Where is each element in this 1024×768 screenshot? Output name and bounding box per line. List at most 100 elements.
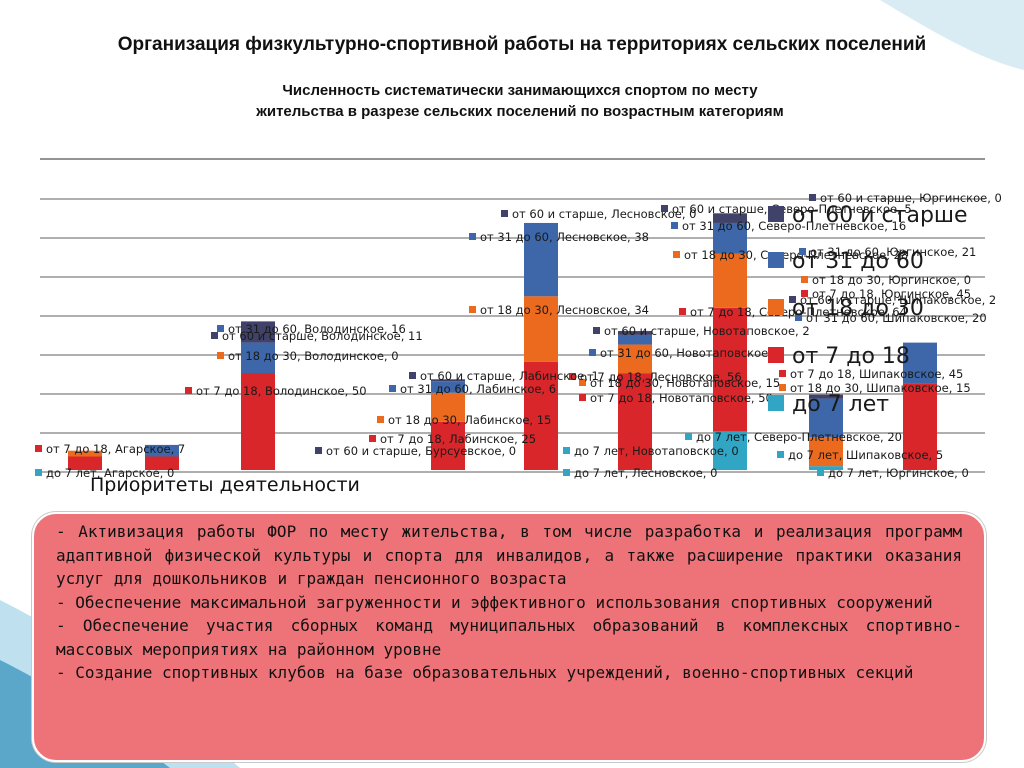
data-label: от 31 до 60, Северо-Плетневское, 16 xyxy=(682,219,906,233)
priority-item-1: - Активизация работы ФОР по месту житель… xyxy=(56,522,962,588)
label-key-swatch xyxy=(563,469,570,476)
data-label: от 60 и старше, Лесновское, 0 xyxy=(512,207,696,221)
subtitle-line-2: жительства в разрезе сельских поселений … xyxy=(256,103,784,120)
data-label: от 7 до 18, Агарское, 7 xyxy=(46,442,185,456)
data-label: от 7 до 18, Новотаповское, 50 xyxy=(590,391,773,405)
priorities-panel: - Активизация работы ФОР по месту житель… xyxy=(32,512,986,762)
label-key-swatch xyxy=(679,308,686,315)
label-key-swatch xyxy=(369,435,376,442)
label-key-swatch xyxy=(673,251,680,258)
data-label: от 60 и старше, Юргинское, 0 xyxy=(820,191,1002,205)
bar-segment xyxy=(713,213,747,223)
legend-swatch xyxy=(768,252,784,268)
data-label: до 7 лет, Северо-Плетневское, 20 xyxy=(696,430,902,444)
bar-segment xyxy=(903,342,937,384)
bar-segment xyxy=(524,296,558,362)
bar-segment xyxy=(713,307,747,432)
data-label: от 18 до 30, Юргинское, 0 xyxy=(812,273,971,287)
bar-segment xyxy=(713,222,747,254)
bar-segment xyxy=(68,456,102,470)
data-label: до 7 лет, Новотаповское, 0 xyxy=(574,444,739,458)
bar-segment xyxy=(524,361,558,470)
legend-swatch xyxy=(768,395,784,411)
label-key-swatch xyxy=(685,433,692,440)
label-key-swatch xyxy=(563,447,570,454)
data-label: до 7 лет, Лесновское, 0 xyxy=(574,466,717,480)
label-key-swatch xyxy=(779,370,786,377)
bar-segment xyxy=(713,431,747,470)
legend-label: до 7 лет xyxy=(792,392,889,417)
bar-segment xyxy=(241,373,275,470)
bar-segment xyxy=(809,398,843,438)
label-key-swatch xyxy=(409,372,416,379)
bar-segment xyxy=(618,334,652,345)
label-key-swatch xyxy=(795,314,802,321)
data-label: от 60 и старше, Новотаповское, 2 xyxy=(604,324,810,338)
bar-segment xyxy=(431,379,465,382)
legend-swatch xyxy=(768,206,784,222)
label-key-swatch xyxy=(661,205,668,212)
data-label: от 7 до 18, Юргинское, 45 xyxy=(812,287,971,301)
label-key-swatch xyxy=(569,373,576,380)
data-label: от 31 до 60, Лабинское, 6 xyxy=(400,382,556,396)
label-key-swatch xyxy=(501,210,508,217)
data-label: от 7 до 18, Лесновское, 56 xyxy=(580,370,742,384)
legend-swatch xyxy=(768,299,784,315)
chart-subtitle: Численность систематически занимающихся … xyxy=(160,80,880,122)
stacked-bar-chart: от 60 и старше, Лесновское, 0 от 31 до 60… xyxy=(35,158,1002,480)
data-label: от 7 до 18, Володинское, 50 xyxy=(196,384,367,398)
legend-label: от 18 до 30 xyxy=(792,296,924,321)
bar-segment xyxy=(618,373,652,470)
label-key-swatch xyxy=(779,384,786,391)
data-label: от 18 до 30, Володинское, 0 xyxy=(228,349,399,363)
label-key-swatch xyxy=(809,194,816,201)
label-key-swatch xyxy=(801,290,808,297)
label-key-swatch xyxy=(671,222,678,229)
data-label: до 7 лет, Шипаковское, 5 xyxy=(788,448,943,462)
label-key-swatch xyxy=(799,248,806,255)
label-key-swatch xyxy=(315,447,322,454)
legend-label: от 31 до 60 xyxy=(792,249,924,274)
data-label: от 60 и старше, Северо-Плетневское, 5 xyxy=(672,202,912,216)
label-key-swatch xyxy=(211,332,218,339)
data-label: от 31 до 60, Новотаповское, 5 xyxy=(600,346,783,360)
legend-label: от 7 до 18 xyxy=(792,344,910,369)
data-label: от 18 до 30, Северо-Плетневское, 28 xyxy=(684,248,908,262)
legend-swatch xyxy=(768,347,784,363)
bar-segment xyxy=(809,394,843,399)
data-label: от 7 до 18, Шипаковское, 45 xyxy=(790,367,963,381)
data-label: от 60 и старше, Володинское, 11 xyxy=(222,329,423,343)
data-label: от 7 до 18, Северо-Плетневское, 64 xyxy=(690,305,907,319)
bar-segment xyxy=(809,437,843,467)
data-label: от 31 до 60, Лесновское, 38 xyxy=(480,230,649,244)
label-key-swatch xyxy=(217,352,224,359)
label-key-swatch xyxy=(217,325,224,332)
bar-segment xyxy=(68,450,102,457)
label-key-swatch xyxy=(469,233,476,240)
bar-segment xyxy=(145,456,179,470)
bar-segment xyxy=(713,253,747,308)
label-key-swatch xyxy=(789,296,796,303)
data-label: от 31 до 60, Володинское, 16 xyxy=(228,322,406,336)
bar-segment xyxy=(524,222,558,297)
label-key-swatch xyxy=(801,276,808,283)
legend-label: от 60 и старше xyxy=(792,203,968,228)
data-label: от 18 до 30, Шипаковское, 15 xyxy=(790,381,971,395)
label-key-swatch xyxy=(593,327,600,334)
label-key-swatch xyxy=(579,379,586,386)
label-key-swatch xyxy=(777,451,784,458)
bar-segment xyxy=(618,331,652,335)
data-label: до 7 лет, Юргинское, 0 xyxy=(828,466,969,480)
bar-segment xyxy=(431,381,465,393)
bar-segment xyxy=(431,421,465,470)
priority-item-3: - Обеспечение участия сборных команд мун… xyxy=(56,616,962,659)
priority-item-2: - Обеспечение максимальной загруженности… xyxy=(56,592,933,612)
label-key-swatch xyxy=(377,416,384,423)
data-label: от 7 до 18, Лабинское, 25 xyxy=(380,432,536,446)
priority-item-4: - Создание спортивных клубов на базе обр… xyxy=(56,663,914,682)
label-key-swatch xyxy=(469,306,476,313)
bar-segment xyxy=(241,321,275,343)
bar-segment xyxy=(241,342,275,374)
data-label: от 60 и старше, Бурсуевское, 0 xyxy=(326,444,516,458)
data-label: от 60 и старше, Лабинское, 1 xyxy=(420,369,599,383)
